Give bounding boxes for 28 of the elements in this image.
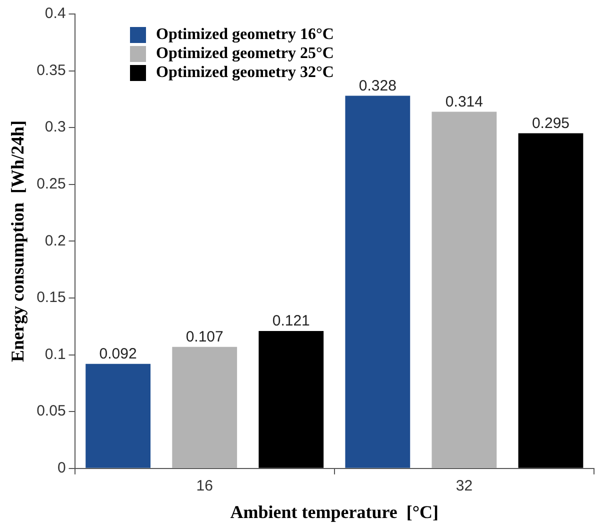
data-label: 0.295 xyxy=(532,114,570,132)
y-axis-title: Energy consumption [Wh/24h] xyxy=(7,120,28,362)
x-axis-title: Ambient temperature [°C] xyxy=(230,502,439,522)
bar xyxy=(345,96,410,468)
legend-label: Optimized geometry 32°C xyxy=(156,64,334,81)
legend-label: Optimized geometry 25°C xyxy=(156,45,334,62)
data-label: 0.107 xyxy=(186,328,224,346)
bar xyxy=(86,364,151,468)
legend-label: Optimized geometry 16°C xyxy=(156,26,334,43)
data-label: 0.314 xyxy=(445,93,483,110)
bar xyxy=(518,133,584,468)
bar xyxy=(258,330,324,468)
data-label: 0.121 xyxy=(272,312,310,330)
y-tick-label: 0.05 xyxy=(36,402,66,420)
y-tick-label: 0.3 xyxy=(44,118,66,136)
y-tick-label: 0.15 xyxy=(36,289,66,306)
y-tick-label: 0 xyxy=(57,460,66,477)
y-tick-label: 0.25 xyxy=(36,176,66,193)
x-tick-label: 32 xyxy=(456,478,473,495)
data-label: 0.328 xyxy=(358,77,396,94)
y-tick-label: 0.2 xyxy=(44,232,66,250)
bar xyxy=(432,112,497,468)
y-tick-label: 0.35 xyxy=(36,62,66,79)
y-tick-label: 0.4 xyxy=(44,5,66,22)
bar xyxy=(172,346,238,468)
y-tick-label: 0.1 xyxy=(44,346,66,363)
data-label: 0.092 xyxy=(99,346,137,363)
x-tick-label: 16 xyxy=(196,478,213,495)
